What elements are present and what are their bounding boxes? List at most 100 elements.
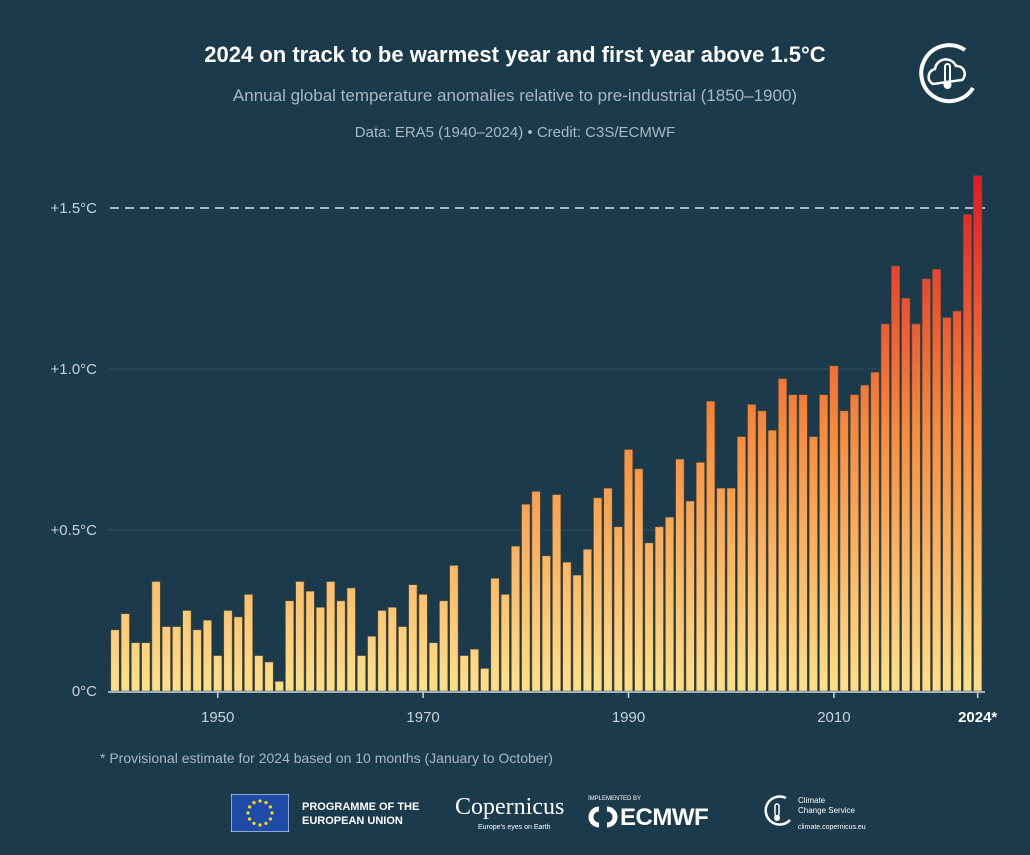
c3s-name: Climate Change Service [798,796,855,816]
bar-1998 [706,400,716,692]
x-tick-label: 2010 [817,709,850,726]
bar-2016 [891,265,901,692]
bar-2007 [798,394,808,692]
c3s-url: climate.copernicus.eu [798,824,866,831]
bar-1959 [305,590,315,692]
bar-1990 [623,449,633,692]
bar-1984 [562,561,572,692]
bar-2010 [829,365,839,692]
eu-star [248,817,252,821]
c3s-cloud-thermometer-icon [919,43,975,104]
bar-1961 [326,581,336,692]
bar-1945 [161,626,171,692]
bar-1997 [695,462,705,692]
bar-1989 [613,526,623,692]
y-tick-label: +1.0°C [51,361,98,378]
bar-2015 [880,323,890,692]
bar-1964 [356,655,366,692]
bar-2004 [767,429,777,692]
ecmwf-icon [588,806,618,828]
bar-1973 [449,565,459,692]
bar-1948 [192,629,202,692]
bar-2024 [973,175,983,692]
footnote: * Provisional estimate for 2024 based on… [100,750,553,766]
bar-1960 [315,606,325,692]
bar-1985 [572,574,582,692]
bar-1963 [346,587,356,692]
bar-1976 [480,668,490,692]
bar-1956 [274,681,284,692]
eu-star [268,817,272,821]
bar-1972 [439,600,449,692]
bar-1975 [469,648,479,692]
bar-1940 [110,629,120,692]
bar-1978 [500,594,510,692]
logo-row: PROGRAMME OF THE EUROPEAN UNION Copernic… [0,790,1030,840]
bar-1999 [716,487,726,692]
bar-1952 [233,616,243,692]
bar-2002 [747,404,757,692]
bar-1994 [665,516,675,692]
bar-1983 [552,494,562,692]
c3s-icon [764,795,791,826]
bar-1986 [582,549,592,692]
bar-1974 [459,655,469,692]
bar-1958 [295,581,305,692]
bar-1981 [531,491,541,692]
bar-2018 [911,323,921,692]
eu-programme-text: PROGRAMME OF THE EUROPEAN UNION [302,800,419,828]
bar-1980 [521,503,531,692]
bar-2006 [788,394,798,692]
eu-star [252,821,256,825]
bar-1950 [213,655,223,692]
bar-1954 [254,655,264,692]
bar-1944 [151,581,161,692]
bar-2019 [921,278,931,692]
ecmwf-logo: ECMWF [620,804,709,831]
bar-2014 [870,371,880,692]
bar-1988 [603,487,613,692]
bar-1968 [398,626,408,692]
copernicus-logo: Copernicus [455,794,565,820]
bar-2001 [736,436,746,692]
bar-1951 [223,610,233,692]
eu-star [258,799,262,803]
bar-1992 [644,542,654,692]
bar-2013 [860,384,870,692]
bar-1946 [172,626,182,692]
chart-subtitle: Annual global temperature anomalies rela… [232,86,798,105]
eu-star [264,821,268,825]
y-tick-label: 0°C [72,683,97,700]
eu-star [252,801,256,805]
eu-star [248,805,252,809]
bar-1993 [654,526,664,692]
bar-1949 [202,619,212,692]
chart-source: Data: ERA5 (1940–2024) • Credit: C3S/ECM… [354,124,676,141]
bar-2012 [849,394,859,692]
implemented-by: IMPLEMENTED BY [588,796,642,802]
eu-star [246,811,250,815]
bar-1991 [634,468,644,692]
bar-2017 [901,297,911,692]
bar-1995 [675,458,685,692]
bar-1962 [336,600,346,692]
c3s-line-1: Climate [798,796,826,805]
bar-1942 [131,642,141,692]
bar-2009 [819,394,829,692]
eu-line-1: PROGRAMME OF THE [302,801,420,813]
bar-2020 [932,268,942,692]
bar-1941 [120,613,130,692]
eu-star [268,805,272,809]
bar-1977 [490,577,500,692]
eu-star [264,801,268,805]
bar-1957 [285,600,295,692]
eu-star [270,811,274,815]
bar-1982 [541,555,551,692]
bar-1953 [244,594,254,692]
eu-line-2: EUROPEAN UNION [302,815,403,827]
x-tick-label: 1970 [406,709,439,726]
bar-1947 [182,610,192,692]
bar-2023 [962,214,972,692]
eu-flag-icon [231,794,289,832]
bar-1979 [511,545,521,692]
